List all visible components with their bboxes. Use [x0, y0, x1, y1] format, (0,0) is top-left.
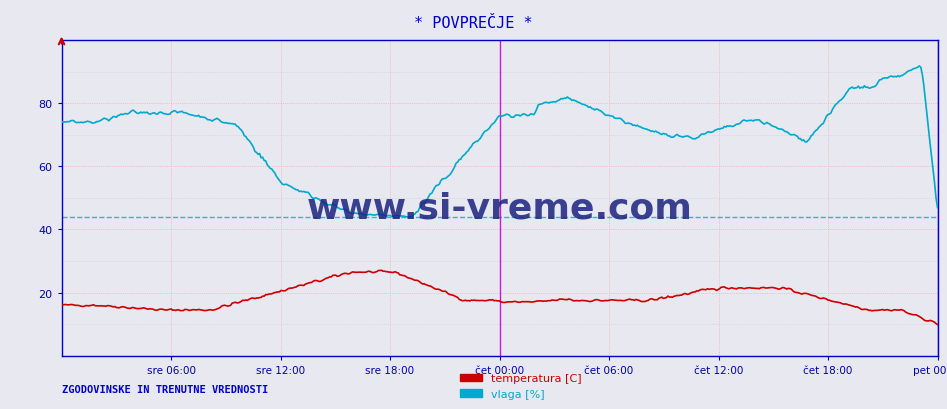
Text: ZGODOVINSKE IN TRENUTNE VREDNOSTI: ZGODOVINSKE IN TRENUTNE VREDNOSTI	[62, 384, 268, 394]
Text: * POVPREČJE *: * POVPREČJE *	[414, 16, 533, 31]
Text: www.si-vreme.com: www.si-vreme.com	[307, 191, 692, 225]
Legend: temperatura [C], vlaga [%]: temperatura [C], vlaga [%]	[456, 369, 586, 403]
